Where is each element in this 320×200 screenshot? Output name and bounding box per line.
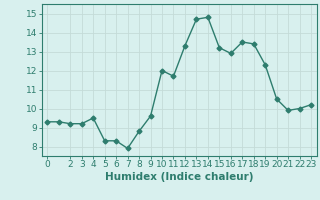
X-axis label: Humidex (Indice chaleur): Humidex (Indice chaleur): [105, 172, 253, 182]
